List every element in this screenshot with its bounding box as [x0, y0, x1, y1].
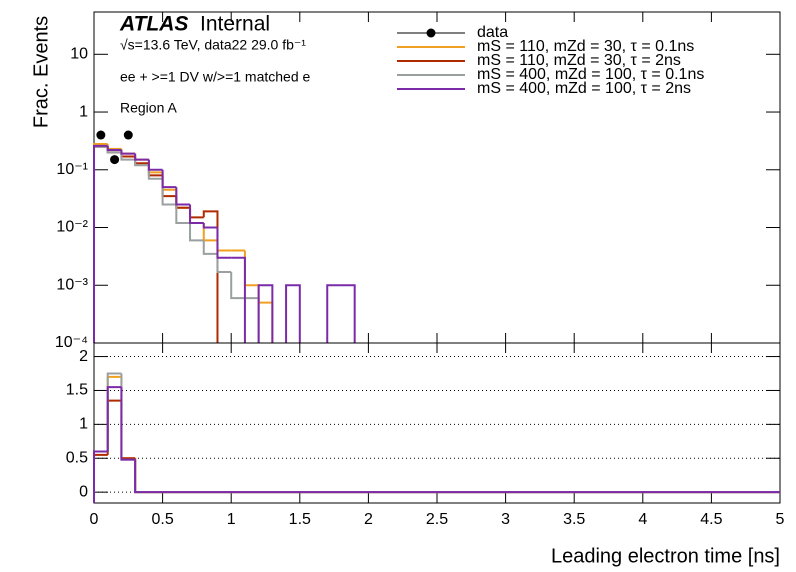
y-axis-title: Frac. Events — [30, 16, 52, 128]
histogram-bin — [93, 450, 108, 503]
x-tick-label: 2 — [364, 511, 373, 528]
histogram-bin — [134, 153, 149, 161]
annotation: √s=13.6 TeV, data22 29.0 fb⁻¹ — [120, 37, 306, 53]
histogram-bin — [285, 284, 301, 343]
histogram-bin — [93, 144, 108, 343]
legend-label: mS = 400, mZd = 100, τ = 2ns — [477, 80, 691, 97]
data-point — [123, 130, 133, 140]
x-tick-label: 1.5 — [289, 511, 311, 528]
y-tick-label: 10⁻³ — [56, 276, 88, 293]
x-tick-label: 4.5 — [700, 511, 722, 528]
x-tick-label: 0 — [90, 511, 99, 528]
chart-subtitle: Internal — [200, 13, 270, 36]
histogram-bin — [202, 240, 218, 255]
legend-label: data — [477, 24, 508, 41]
legend-label: mS = 110, mZd = 30, τ = 0.1ns — [477, 38, 694, 55]
histogram-bin — [161, 169, 177, 189]
y-tick-label: 1 — [79, 416, 88, 433]
chart-title: ATLAS — [119, 13, 188, 36]
histogram-bin — [175, 187, 191, 206]
histogram-bin — [189, 204, 204, 224]
y-tick-label: 10⁻¹ — [56, 161, 88, 178]
x-tick-label: 0.5 — [151, 511, 173, 528]
histogram-bin — [120, 150, 136, 155]
x-tick-label: 4 — [638, 511, 647, 528]
histogram-bin — [340, 284, 356, 343]
x-tick-label: 5 — [776, 511, 785, 528]
histogram-bin — [231, 256, 246, 343]
legend-swatch — [426, 28, 436, 38]
histogram-bin — [202, 210, 219, 343]
histogram-bin — [230, 271, 245, 300]
histogram-bin — [202, 222, 218, 229]
y-tick-label: 2 — [79, 348, 88, 365]
y-tick-label: 10⁻⁴ — [55, 334, 88, 351]
histogram-bin — [147, 159, 163, 171]
histogram-bin — [120, 152, 136, 161]
histogram-bin — [216, 253, 232, 273]
data-point — [110, 155, 120, 165]
y-tick-label: 0.5 — [66, 449, 88, 466]
x-tick-label: 3.5 — [563, 511, 585, 528]
x-tick-label: 2.5 — [426, 511, 448, 528]
histogram-bin — [175, 204, 191, 224]
y-tick-label: 10⁻² — [56, 219, 88, 236]
histogram-bin — [189, 222, 204, 242]
histogram-bin — [257, 284, 274, 343]
annotation: Region A — [120, 100, 177, 116]
histogram-bin — [326, 284, 341, 343]
annotation: ee + >=1 DV w/>=1 matched e — [120, 69, 311, 85]
histogram-bin — [216, 227, 232, 259]
y-tick-label: 1.5 — [66, 382, 88, 399]
y-tick-label: 10 — [70, 46, 88, 63]
y-tick-label: 0 — [79, 483, 88, 500]
legend-label: mS = 400, mZd = 100, τ = 0.1ns — [477, 66, 704, 83]
histogram-bin — [106, 386, 122, 452]
y-tick-label: 1 — [79, 103, 88, 120]
legend-label: mS = 110, mZd = 30, τ = 2ns — [477, 52, 681, 69]
x-tick-label: 1 — [227, 511, 236, 528]
data-point — [96, 130, 106, 140]
histogram-bin — [106, 145, 122, 152]
histogram-bin — [134, 159, 149, 167]
histogram-bin — [120, 387, 136, 461]
x-tick-label: 3 — [501, 511, 510, 528]
x-axis-title: Leading electron time [ns] — [551, 545, 780, 567]
histogram-bin — [134, 459, 780, 494]
